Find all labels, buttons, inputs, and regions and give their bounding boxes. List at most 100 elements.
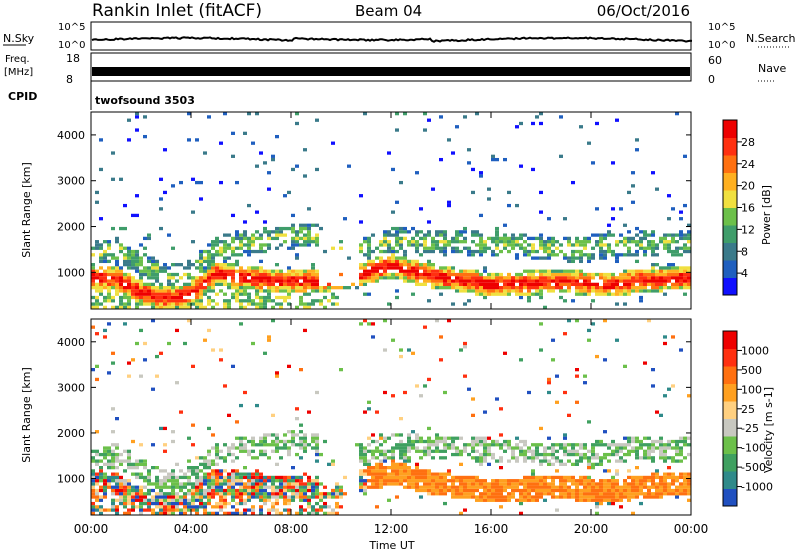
heatmap-cell	[303, 443, 307, 447]
heatmap-cell	[147, 505, 151, 509]
heatmap-cell	[315, 286, 319, 290]
heatmap-cell	[127, 249, 131, 254]
heatmap-cell	[275, 511, 279, 515]
heatmap-cell	[315, 276, 319, 280]
heatmap-cell	[143, 246, 147, 250]
heatmap-cell	[283, 289, 287, 293]
heatmap-cell	[127, 511, 131, 515]
heatmap-cell	[263, 272, 267, 277]
heatmap-cell	[187, 479, 191, 483]
heatmap-cell	[675, 488, 679, 493]
heatmap-cell	[395, 256, 399, 260]
heatmap-cell	[259, 233, 263, 237]
heatmap-cell	[571, 462, 575, 466]
heatmap-cell	[435, 446, 439, 450]
heatmap-cell	[535, 449, 539, 453]
heatmap-cell	[503, 443, 507, 447]
heatmap-cell	[255, 302, 259, 306]
heatmap-cell	[511, 488, 515, 493]
heatmap-cell	[363, 282, 367, 287]
heatmap-cell	[223, 459, 227, 463]
heatmap-cell	[519, 243, 523, 247]
heatmap-cell	[259, 249, 263, 254]
heatmap-cell	[119, 462, 123, 466]
heatmap-cell	[131, 495, 135, 499]
heatmap-cell	[311, 279, 315, 283]
heatmap-cell	[219, 240, 223, 244]
heatmap-cell	[619, 207, 623, 211]
heatmap-cell	[587, 259, 591, 264]
heatmap-cell	[635, 249, 639, 254]
heatmap-cell	[431, 263, 435, 267]
heatmap-cell	[487, 482, 491, 486]
heatmap-cell	[271, 236, 275, 241]
heatmap-cell	[195, 279, 199, 283]
heatmap-cell	[195, 469, 199, 473]
heatmap-cell	[123, 279, 127, 283]
heatmap-cell	[399, 348, 403, 352]
heatmap-cell	[167, 276, 171, 280]
heatmap-cell	[255, 488, 259, 493]
heatmap-cell	[511, 492, 515, 496]
heatmap-cell	[603, 233, 607, 237]
heatmap-cell	[263, 482, 267, 486]
heatmap-cell	[395, 433, 399, 437]
heatmap-cell	[567, 276, 571, 280]
heatmap-cell	[255, 403, 259, 408]
heatmap-cell	[203, 266, 207, 270]
heatmap-cell	[139, 276, 143, 280]
heatmap-cell	[287, 482, 291, 486]
heatmap-cell	[511, 243, 515, 247]
heatmap-cell	[203, 151, 207, 155]
heatmap-cell	[363, 479, 367, 483]
heatmap-cell	[459, 475, 463, 480]
heatmap-cell	[635, 233, 639, 237]
heatmap-cell	[295, 276, 299, 280]
heatmap-cell	[399, 479, 403, 483]
heatmap-cell	[111, 279, 115, 283]
heatmap-cell	[479, 286, 483, 290]
heatmap-cell	[299, 289, 303, 293]
heatmap-cell	[687, 240, 691, 244]
heatmap-cell	[175, 498, 179, 502]
heatmap-cell	[495, 292, 499, 296]
heatmap-cell	[263, 475, 267, 480]
heatmap-cell	[291, 439, 295, 444]
heatmap-cell	[455, 282, 459, 287]
heatmap-cell	[115, 266, 119, 270]
heatmap-cell	[371, 452, 375, 457]
heatmap-cell	[107, 482, 111, 486]
heatmap-cell	[163, 485, 167, 489]
heatmap-cell	[115, 256, 119, 260]
cpid-value: twofsound 3503	[95, 94, 195, 107]
heatmap-cell	[427, 269, 431, 273]
heatmap-cell	[287, 452, 291, 457]
heatmap-cell	[407, 276, 411, 280]
heatmap-cell	[115, 505, 119, 509]
heatmap-cell	[195, 475, 199, 480]
heatmap-cell	[247, 492, 251, 496]
heatmap-cell	[131, 286, 135, 290]
heatmap-cell	[455, 230, 459, 234]
heatmap-cell	[235, 292, 239, 296]
heatmap-cell	[583, 292, 587, 296]
heatmap-cell	[459, 511, 463, 515]
heatmap-cell	[363, 462, 367, 466]
heatmap-cell	[479, 243, 483, 247]
heatmap-cell	[247, 479, 251, 483]
heatmap-cell	[523, 439, 527, 444]
heatmap-cell	[643, 282, 647, 287]
heatmap-cell	[679, 472, 683, 476]
heatmap-cell	[547, 279, 551, 283]
heatmap-cell	[199, 456, 203, 460]
heatmap-cell	[463, 482, 467, 486]
heatmap-cell	[675, 446, 679, 450]
heatmap-cell	[651, 276, 655, 280]
heatmap-cell	[371, 263, 375, 267]
heatmap-cell	[171, 475, 175, 480]
heatmap-cell	[519, 358, 523, 362]
heatmap-cell	[199, 479, 203, 483]
heatmap-cell	[223, 269, 227, 273]
heatmap-cell	[491, 276, 495, 280]
heatmap-cell	[359, 246, 363, 250]
